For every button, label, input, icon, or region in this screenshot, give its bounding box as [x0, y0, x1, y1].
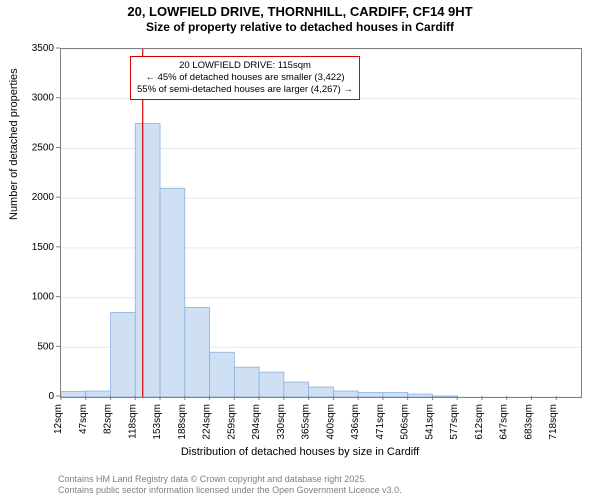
- xtick-label: 718sqm: [548, 404, 559, 440]
- ytick-label: 2500: [32, 142, 55, 153]
- legend-box: 20 LOWFIELD DRIVE: 115sqm ← 45% of detac…: [130, 56, 360, 100]
- bar: [185, 308, 210, 397]
- xtick-label: 294sqm: [251, 404, 262, 440]
- bar: [284, 382, 309, 397]
- xtick-label: 330sqm: [276, 404, 287, 440]
- xtick-label: 365sqm: [301, 404, 312, 440]
- ytick-label: 2000: [32, 192, 55, 203]
- xtick-label: 259sqm: [226, 404, 237, 440]
- xtick-label: 471sqm: [375, 404, 386, 440]
- bar: [259, 372, 284, 397]
- footer: Contains HM Land Registry data © Crown c…: [58, 474, 402, 496]
- ytick-label: 3000: [32, 93, 55, 104]
- plot-area: [60, 48, 582, 398]
- x-axis-label: Distribution of detached houses by size …: [0, 446, 600, 458]
- xtick-label: 541sqm: [424, 404, 435, 440]
- ytick-label: 500: [37, 341, 54, 352]
- bar: [160, 188, 185, 397]
- xtick-label: 118sqm: [127, 404, 138, 439]
- xtick-label: 647sqm: [499, 404, 510, 440]
- xtick-label: 82sqm: [103, 404, 114, 434]
- bar: [135, 124, 160, 397]
- xtick-label: 153sqm: [152, 404, 163, 440]
- xtick-label: 683sqm: [523, 404, 534, 440]
- xtick-label: 612sqm: [474, 404, 485, 440]
- ytick-label: 1500: [32, 242, 55, 253]
- bars: [61, 124, 457, 397]
- title-line1: 20, LOWFIELD DRIVE, THORNHILL, CARDIFF, …: [0, 4, 600, 20]
- xtick-label: 12sqm: [53, 404, 64, 434]
- chart-container: 20, LOWFIELD DRIVE, THORNHILL, CARDIFF, …: [0, 0, 600, 500]
- xtick-label: 224sqm: [202, 404, 213, 440]
- xtick-label: 188sqm: [177, 404, 188, 440]
- xtick-label: 47sqm: [78, 404, 89, 434]
- bar: [210, 352, 235, 397]
- legend-line1: 20 LOWFIELD DRIVE: 115sqm: [137, 60, 353, 72]
- ytick-label: 1000: [32, 292, 55, 303]
- footer-line1: Contains HM Land Registry data © Crown c…: [58, 474, 402, 485]
- plot-svg: [61, 49, 581, 397]
- xtick-label: 436sqm: [350, 404, 361, 440]
- xtick-label: 400sqm: [325, 404, 336, 440]
- ytick-label: 3500: [32, 43, 55, 54]
- bar: [111, 312, 136, 397]
- legend-line3: 55% of semi-detached houses are larger (…: [137, 84, 353, 96]
- xtick-label: 506sqm: [400, 404, 411, 440]
- legend-line2: ← 45% of detached houses are smaller (3,…: [137, 72, 353, 84]
- xtick-label: 577sqm: [449, 404, 460, 440]
- footer-line2: Contains public sector information licen…: [58, 485, 402, 496]
- title-line2: Size of property relative to detached ho…: [0, 20, 600, 35]
- title-block: 20, LOWFIELD DRIVE, THORNHILL, CARDIFF, …: [0, 0, 600, 35]
- bar: [234, 367, 259, 397]
